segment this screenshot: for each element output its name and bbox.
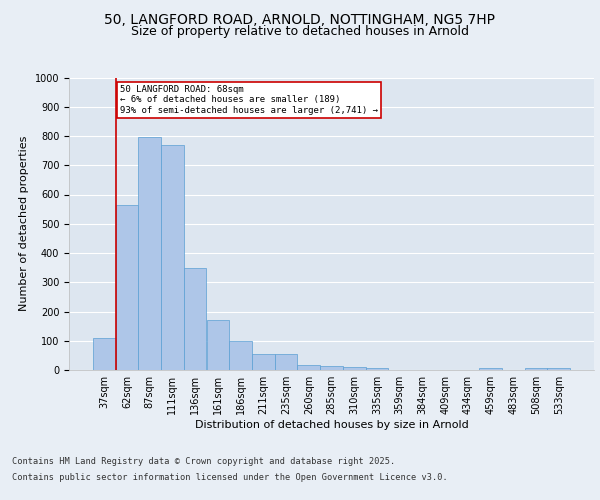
Bar xyxy=(298,364,320,370)
Bar xyxy=(139,138,161,370)
Text: 50 LANGFORD ROAD: 68sqm
← 6% of detached houses are smaller (189)
93% of semi-de: 50 LANGFORD ROAD: 68sqm ← 6% of detached… xyxy=(120,85,378,114)
Bar xyxy=(547,368,570,370)
Bar xyxy=(252,354,275,370)
Bar xyxy=(479,368,502,370)
Bar xyxy=(184,268,206,370)
Bar xyxy=(116,204,139,370)
Text: Size of property relative to detached houses in Arnold: Size of property relative to detached ho… xyxy=(131,25,469,38)
Text: Contains HM Land Registry data © Crown copyright and database right 2025.: Contains HM Land Registry data © Crown c… xyxy=(12,458,395,466)
Bar xyxy=(93,338,116,370)
Text: 50, LANGFORD ROAD, ARNOLD, NOTTINGHAM, NG5 7HP: 50, LANGFORD ROAD, ARNOLD, NOTTINGHAM, N… xyxy=(104,12,496,26)
Bar xyxy=(275,354,298,370)
Bar xyxy=(206,320,229,370)
Bar xyxy=(365,368,388,370)
Bar xyxy=(320,366,343,370)
Bar xyxy=(343,367,365,370)
Bar xyxy=(524,368,547,370)
X-axis label: Distribution of detached houses by size in Arnold: Distribution of detached houses by size … xyxy=(194,420,469,430)
Bar xyxy=(161,145,184,370)
Bar xyxy=(229,341,252,370)
Text: Contains public sector information licensed under the Open Government Licence v3: Contains public sector information licen… xyxy=(12,472,448,482)
Y-axis label: Number of detached properties: Number of detached properties xyxy=(19,136,29,312)
